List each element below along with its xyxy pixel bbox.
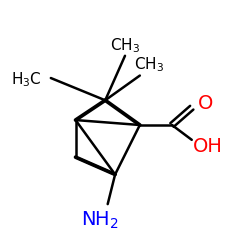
Text: NH$_2$: NH$_2$ <box>81 210 119 231</box>
Text: H$_3$C: H$_3$C <box>11 70 42 88</box>
Text: CH$_3$: CH$_3$ <box>134 55 164 74</box>
Text: OH: OH <box>193 136 223 156</box>
Text: CH$_3$: CH$_3$ <box>110 36 140 55</box>
Text: O: O <box>198 94 213 114</box>
